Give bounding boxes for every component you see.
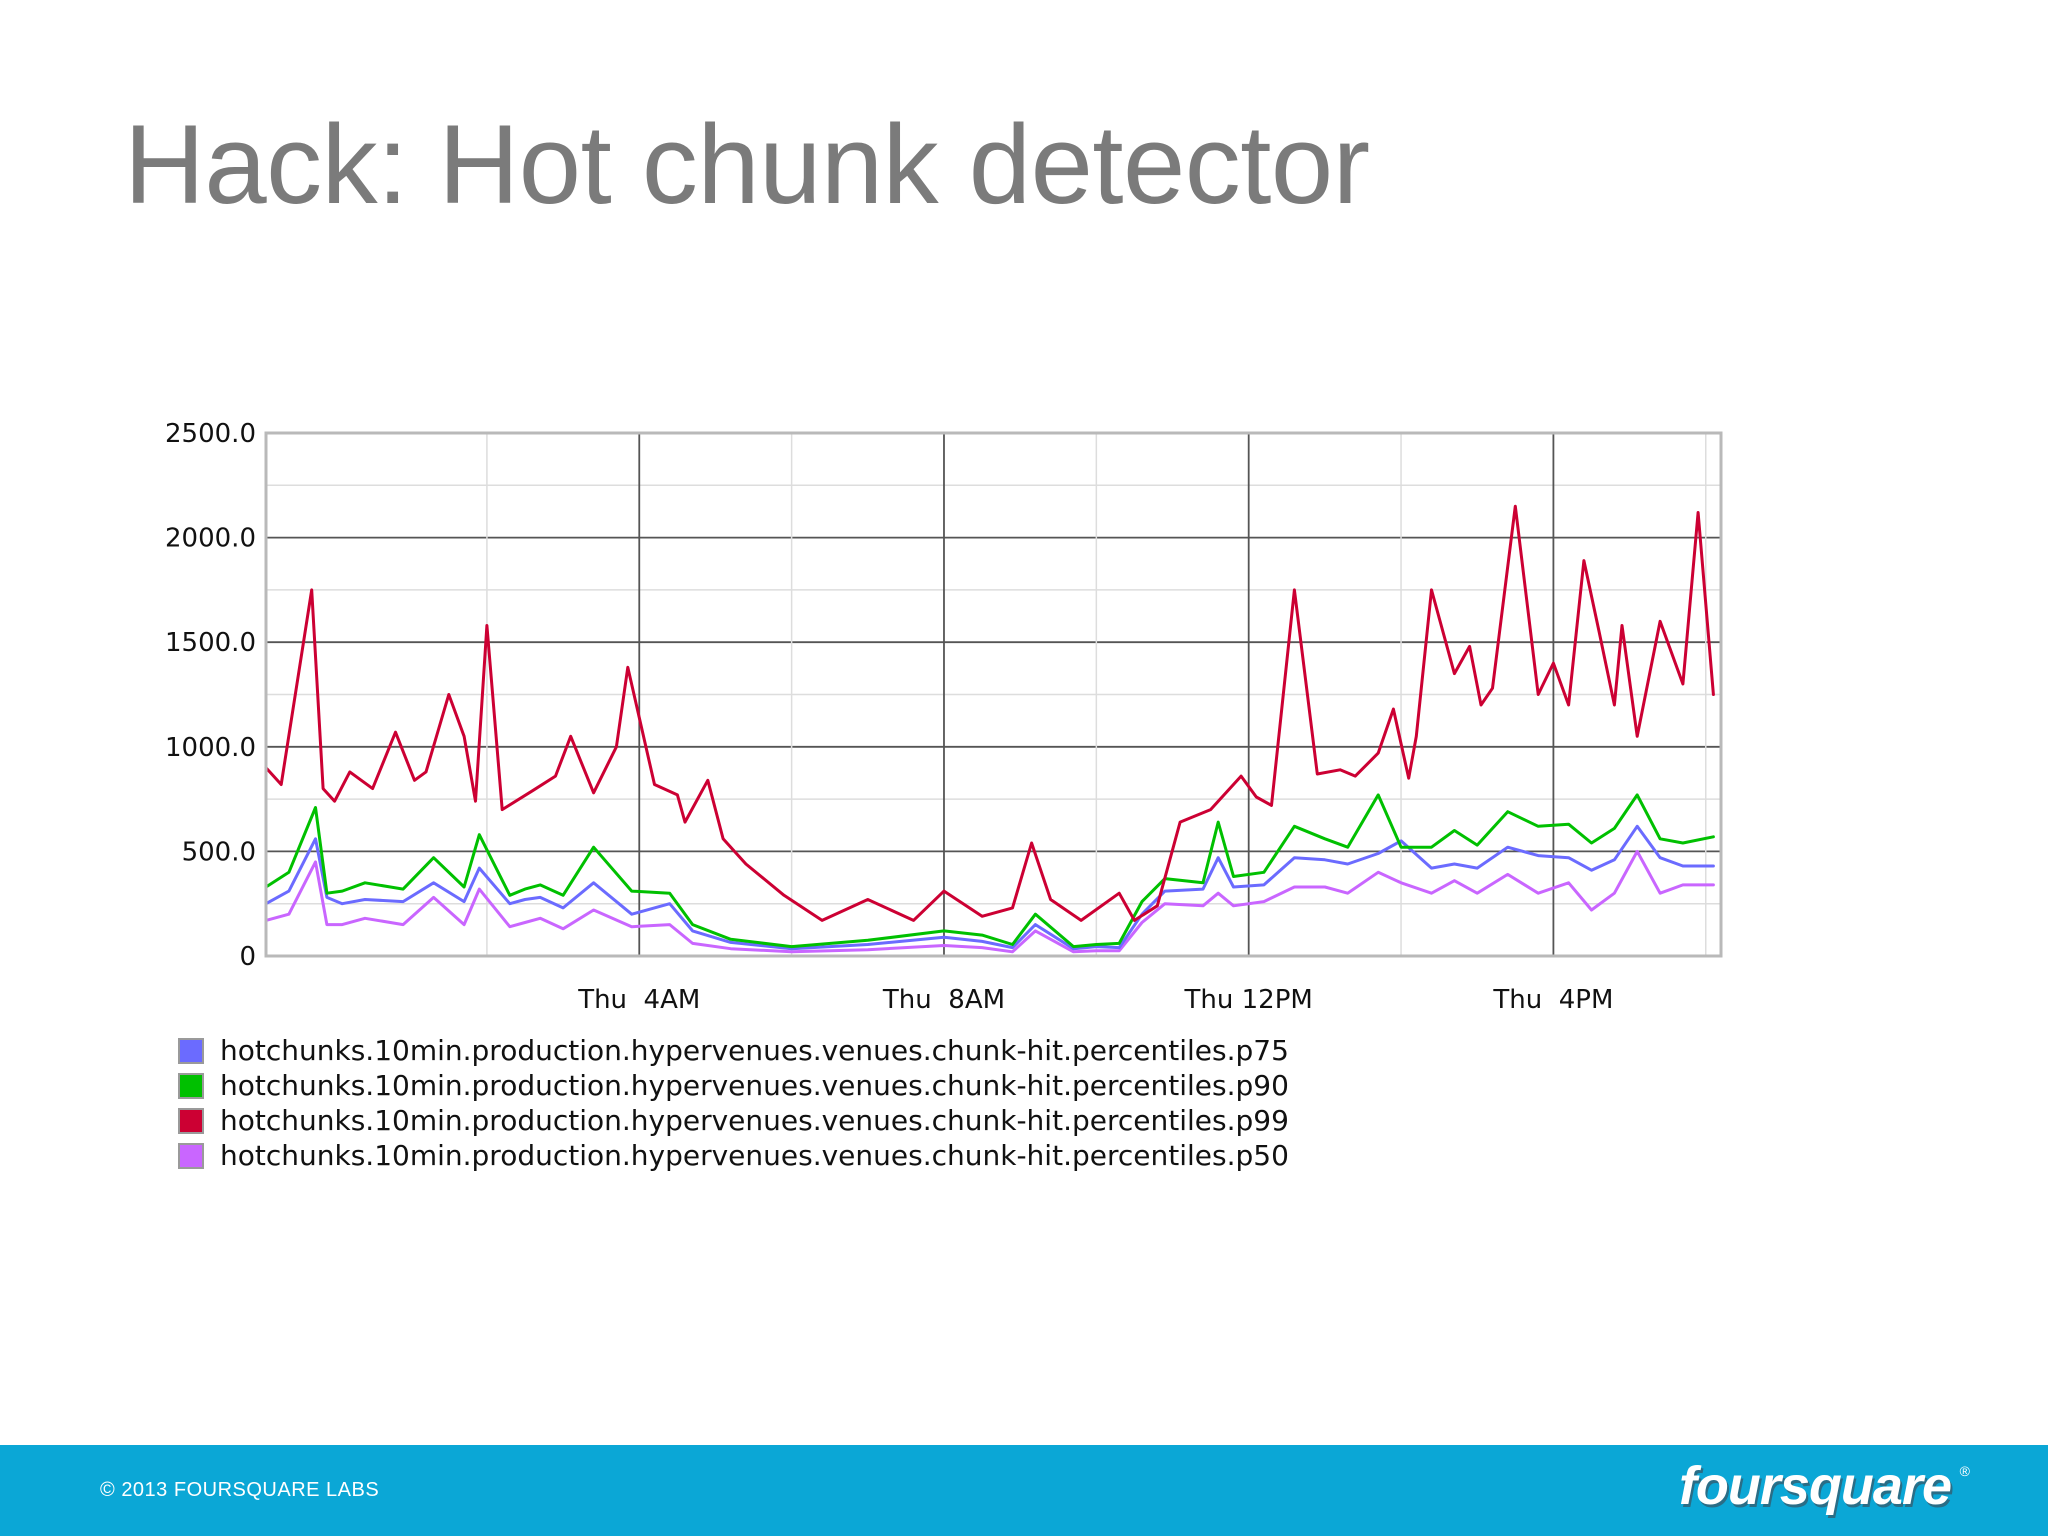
- legend-label: hotchunks.10min.production.hypervenues.v…: [220, 1069, 1289, 1102]
- y-tick-label: 2500.0: [165, 419, 256, 449]
- legend-swatch: [178, 1072, 204, 1099]
- chart-series: [264, 504, 1715, 954]
- registered-mark: ®: [1959, 1463, 1970, 1479]
- foursquare-logo: foursquare: [1678, 1456, 1952, 1516]
- y-tick-label: 2000.0: [165, 524, 256, 554]
- legend-item: hotchunks.10min.production.hypervenues.v…: [178, 1033, 1289, 1068]
- x-tick-label: Thu 8AM: [882, 985, 1005, 1015]
- slide-title: Hack: Hot chunk detector: [124, 102, 1370, 227]
- legend-label: hotchunks.10min.production.hypervenues.v…: [220, 1034, 1289, 1067]
- y-tick-label: 0: [239, 942, 256, 972]
- legend-swatch: [178, 1107, 204, 1134]
- y-axis-ticks: 2500.0 2000.0 1500.0 1000.0 500.0 0: [165, 419, 256, 972]
- y-tick-label: 500.0: [182, 837, 256, 867]
- series-line-p90: [264, 793, 1715, 949]
- chart-grid: [266, 433, 1721, 956]
- copyright-symbol: ©: [100, 1479, 116, 1501]
- x-axis-ticks: Thu 4AM Thu 8AM Thu 12PM Thu 4PM: [577, 985, 1613, 1015]
- legend-item: hotchunks.10min.production.hypervenues.v…: [178, 1103, 1289, 1138]
- x-tick-label: Thu 4PM: [1492, 985, 1613, 1015]
- chart-legend: hotchunks.10min.production.hypervenues.v…: [178, 1033, 1289, 1173]
- legend-label: hotchunks.10min.production.hypervenues.v…: [220, 1104, 1289, 1137]
- legend-item: hotchunks.10min.production.hypervenues.v…: [178, 1068, 1289, 1103]
- copyright-text: 2013 FOURSQUARE LABS: [121, 1479, 380, 1501]
- x-tick-label: Thu 12PM: [1184, 985, 1313, 1015]
- series-line-p75: [264, 824, 1715, 951]
- y-tick-label: 1500.0: [165, 628, 256, 658]
- y-tick-label: 1000.0: [165, 733, 256, 763]
- series-line-p50: [264, 849, 1715, 954]
- legend-item: hotchunks.10min.production.hypervenues.v…: [178, 1138, 1289, 1173]
- footer-bar: © 2013 FOURSQUARE LABS foursquare ®: [0, 1445, 2048, 1536]
- legend-label: hotchunks.10min.production.hypervenues.v…: [220, 1139, 1289, 1172]
- legend-swatch: [178, 1142, 204, 1169]
- legend-swatch: [178, 1037, 204, 1064]
- plot-frame: [264, 431, 1723, 958]
- series-line-p99: [264, 504, 1715, 922]
- footer-copyright: © 2013 FOURSQUARE LABS: [100, 1479, 379, 1502]
- x-tick-label: Thu 4AM: [577, 985, 700, 1015]
